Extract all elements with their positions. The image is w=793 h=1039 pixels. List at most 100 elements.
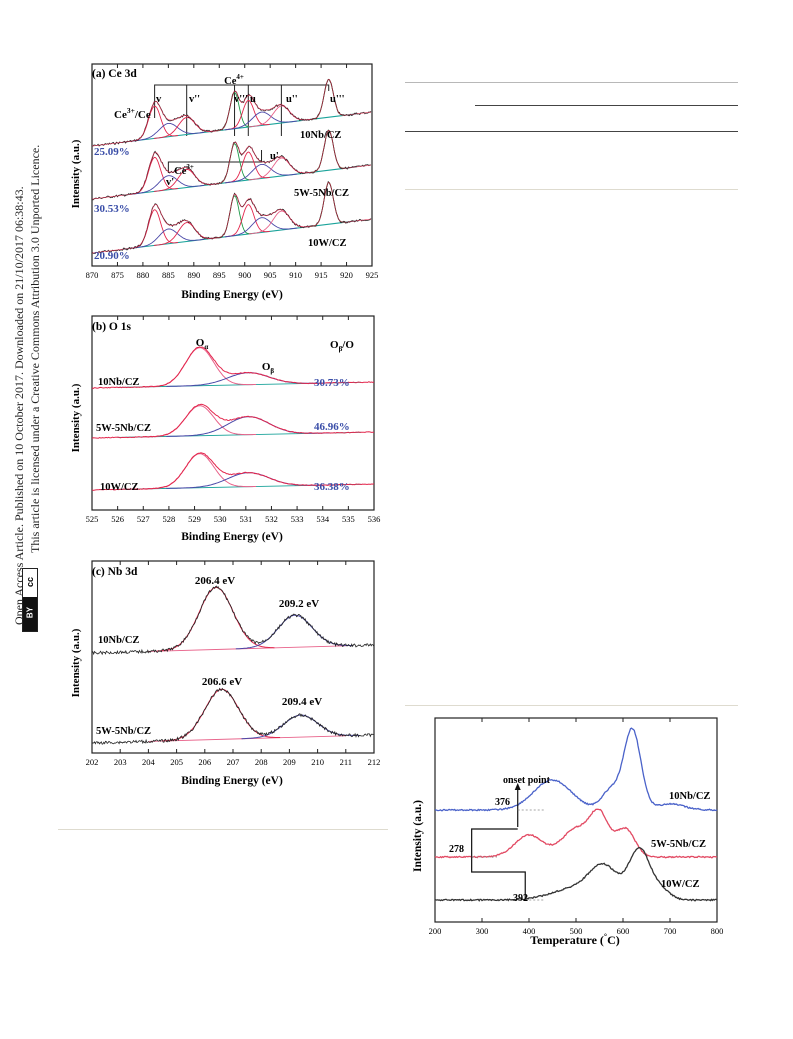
nb3d-component [235,614,354,650]
o1s-component [143,453,257,490]
tpd-tick-label: 300 [476,926,489,936]
license-line-1: Open Access Article. Published on 10 Oct… [12,186,26,625]
nb3d-chart: 202 203 204 205 206 207 208 209 210 211 212 (c) Nb… [70,560,381,787]
ce3d-tick-label: 890 [187,270,200,280]
nb3d-series-2-name: 5W-5Nb/CZ [96,726,151,737]
peak-label-u1: u' [270,151,279,162]
o1s-tick-label: 532 [265,514,278,524]
ce3d-fit-line [91,78,372,147]
ce3d-tick-label: 925 [366,270,379,280]
table-top-rule [405,82,738,83]
ce3d-tick-label: 880 [137,270,150,280]
license-sidebar: Open Access Article. Published on 10 Oct… [0,0,60,1039]
o1s-ratio-2: 46.96% [314,421,350,433]
o1s-ratio-3: 36.38% [314,481,350,493]
nb3d-tick-label: 205 [170,757,183,767]
o1s-series-1-name: 10Nb/CZ [98,377,139,388]
ce3d-fit-line [91,129,372,200]
nb3d-data-line [91,585,375,656]
peak-label-v3: v''' [234,94,248,105]
ce3d-component [131,122,205,142]
tpd-tick-label: 400 [523,926,536,936]
o-beta-label: Oβ [262,361,275,375]
tpd-ylabel: Intensity (a.u.) [412,800,424,872]
ce3d-tick-label: 885 [162,270,175,280]
ce3d-tick-label: 905 [264,270,277,280]
o1s-chart: 525 526 527 528 529 530 531 532 533 534 535 536 (b)… [70,315,380,543]
by-icon: BY [23,597,37,631]
ce3d-tick-label: 895 [213,270,226,280]
nb-peak-2-2: 209.4 eV [282,696,322,708]
o1s-tick-label: 525 [86,514,99,524]
peak-label-v1: v' [166,177,174,188]
tpd-onset-label: onset point [503,775,551,786]
o1s-tick-label: 528 [163,514,176,524]
ce3d-series-1-name: 10Nb/CZ [300,130,341,141]
o1s-data-line [91,452,375,491]
ce3d-fit-line [91,182,372,254]
o1s-tick-label: 535 [342,514,355,524]
o1s-ratio-1: 30.73% [314,377,350,389]
o1s-component [143,347,257,388]
ce3d-component [216,195,252,239]
tpd-onset-3: 392 [513,893,528,904]
o1s-ylabel: Intensity (a.u.) [70,383,82,452]
ce3d-tick-label: 920 [340,270,353,280]
tpd-frame [434,717,718,923]
ce3d-series-2-name: 5W-5Nb/CZ [294,188,349,199]
ce3d-component [224,217,298,238]
ce3d-chart: 870 875 880 885 890 895 900 905 910 915 920 925 (a)… [70,63,379,301]
o1s-tick-label: 531 [239,514,252,524]
o1s-tick-label: 530 [214,514,227,524]
nb-peak-2-1: 206.6 eV [202,676,242,688]
ce4-label: Ce4+ [224,73,244,87]
nb3d-tick-label: 203 [114,757,127,767]
o1s-xlabel: Binding Energy (eV) [181,531,283,543]
peak-label-v: v [156,94,162,105]
table-mid-rule [405,131,738,132]
ce3-label: Ce3+ [174,163,194,177]
ce3d-tick-label: 900 [238,270,251,280]
license-line-2: This article is licensed under a Creativ… [28,144,42,553]
ce3d-xlabel: Binding Energy (eV) [181,289,283,301]
ce3d-tick-label: 915 [315,270,328,280]
ce3d-ratio-2: 30.53% [94,203,130,215]
ce3d-frame [91,63,373,267]
tpd-onset-bracket [471,828,526,900]
tpd-onset-2: 278 [449,844,464,855]
cc-by-badge[interactable]: cc BY [22,568,38,632]
nb3d-tick-label: 209 [283,757,296,767]
tpd-series-2-name: 5W-5Nb/CZ [651,839,706,850]
ce3d-ratio-1: 25.09% [94,146,130,158]
peak-label-u: u [250,94,256,105]
tpd-tick-label: 600 [617,926,630,936]
tpd-series-1-name: 10Nb/CZ [669,791,710,802]
left-column-rule [58,829,388,830]
tpd-onset-1: 376 [495,797,510,808]
nb-peak-1-2: 209.2 eV [279,598,319,610]
ce3d-component [224,111,298,131]
ce3d-series-3-name: 10W/CZ [308,238,347,249]
peak-label-v2: v'' [189,94,200,105]
arrow-up-icon [514,783,521,790]
o1s-data-line [91,346,375,389]
nb3d-component [156,587,275,652]
nb3d-tick-label: 212 [368,757,381,767]
nb3d-data-line [91,687,374,745]
o1s-series-2-name: 5W-5Nb/CZ [96,423,151,434]
tpd-tick-label: 800 [711,926,724,936]
nb3d-component [241,714,360,740]
nb3d-title: (c) Nb 3d [92,566,138,578]
peak-label-u2: u'' [286,94,298,105]
tpd-series-line [434,846,718,902]
o1s-title: (b) O 1s [92,321,132,333]
peak-label-u3: u''' [330,94,345,105]
o1s-component [166,472,331,489]
ce3d-tick-label: 875 [111,270,124,280]
ce3d-component [131,175,205,195]
tpd-chart: 200 300 400 500 600 700 800 Intensity (a.u.) T… [412,717,724,947]
nb3d-tick-label: 207 [227,757,240,767]
ce3d-title: (a) Ce 3d [92,68,137,80]
ce3d-component [131,228,205,249]
o1s-tick-label: 529 [188,514,201,524]
